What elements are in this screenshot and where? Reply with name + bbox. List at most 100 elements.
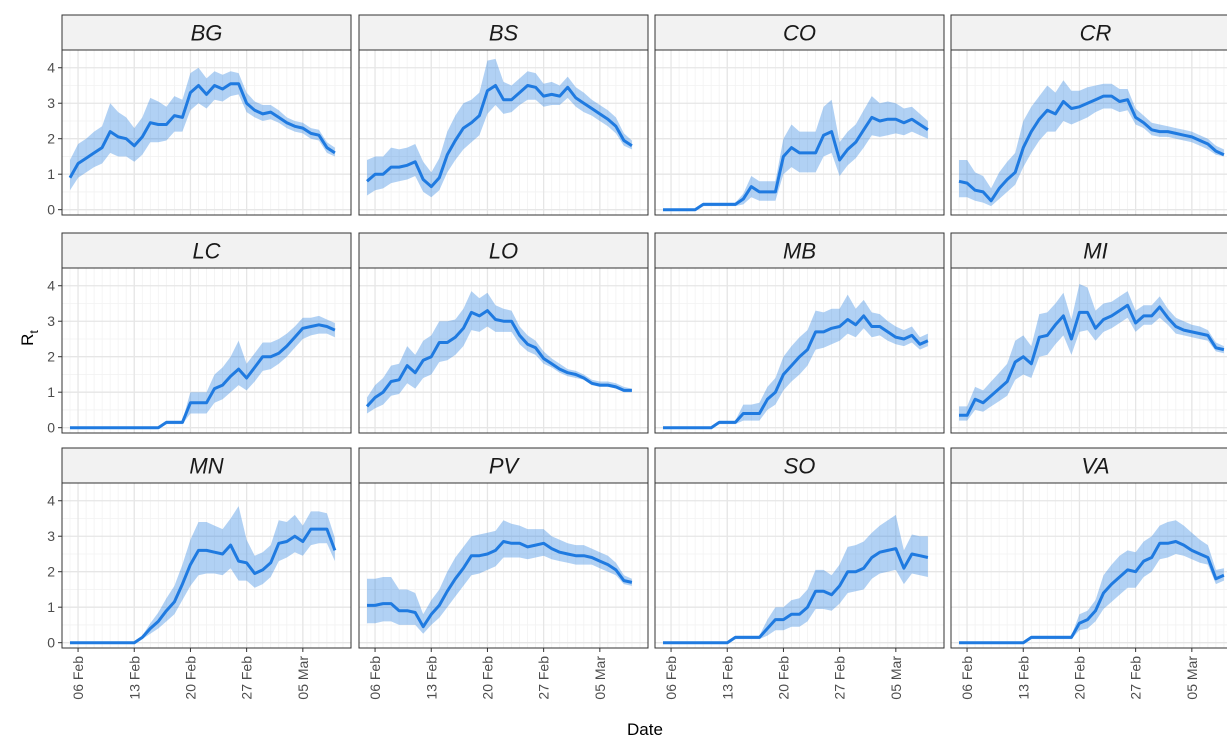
- panel-border: [61, 482, 352, 649]
- panel-border: [950, 267, 1227, 434]
- x-tick-label: 05 Mar: [1184, 656, 1200, 700]
- panel-so: SO 06 Feb 13 Feb 20 Feb 27 Feb 05 Mar: [654, 447, 945, 700]
- panel-bg: BG 0 1 2 3 4: [47, 14, 352, 218]
- series-group: [959, 520, 1225, 645]
- y-tick-label: 3: [47, 528, 55, 544]
- x-tick-label: 20 Feb: [775, 656, 791, 700]
- panel-mb: MB: [654, 232, 945, 434]
- credible-interval-band: [367, 291, 632, 414]
- panel-border: [61, 267, 352, 434]
- facet-label: CO: [783, 21, 816, 46]
- panel-border: [654, 49, 945, 216]
- y-tick-label: 2: [47, 131, 55, 147]
- plot-background: [951, 483, 1227, 648]
- facet-strip: [950, 447, 1227, 484]
- panel-border: [358, 482, 649, 649]
- facet-strip: [654, 232, 945, 269]
- x-tick-label: 06 Feb: [367, 656, 383, 700]
- panel-border: [950, 49, 1227, 216]
- y-tick-label: 3: [47, 313, 55, 329]
- series-group: [367, 520, 633, 634]
- y-tick-label: 4: [47, 278, 55, 294]
- y-axis-title: Rt: [18, 330, 41, 346]
- credible-interval-band: [959, 284, 1224, 421]
- y-tick-label: 1: [47, 384, 55, 400]
- facet-strip: [654, 14, 945, 51]
- panel-border: [358, 267, 649, 434]
- x-tick-label: 20 Feb: [182, 656, 198, 700]
- series-group: [959, 284, 1225, 421]
- series-group: [70, 315, 336, 430]
- panel-border: [358, 49, 649, 216]
- x-tick-label: 05 Mar: [888, 656, 904, 700]
- panel-co: CO: [654, 14, 945, 216]
- rt-mean-line: [365, 309, 632, 408]
- x-tick-label: 13 Feb: [126, 656, 142, 700]
- facet-label: VA: [1081, 454, 1109, 479]
- facet-label: MI: [1083, 239, 1107, 264]
- x-tick-label: 27 Feb: [832, 656, 848, 700]
- x-tick-label: 20 Feb: [1071, 656, 1087, 700]
- credible-interval-band: [959, 520, 1224, 643]
- y-axis-title-subscript: t: [27, 330, 41, 334]
- x-tick-label: 27 Feb: [239, 656, 255, 700]
- rt-mean-line: [959, 303, 1225, 417]
- panel-border: [654, 267, 945, 434]
- rt-mean-line: [958, 94, 1225, 203]
- x-tick-label: 06 Feb: [70, 656, 86, 700]
- series-group: [663, 96, 929, 212]
- y-axis-title-main: R: [18, 334, 37, 346]
- facet-label: CR: [1080, 21, 1112, 46]
- y-tick-label: 4: [47, 60, 55, 76]
- rt-mean-line: [663, 547, 929, 645]
- panel-bs: BS: [358, 14, 649, 216]
- credible-interval-band: [70, 67, 335, 191]
- facet-label: MB: [783, 239, 816, 264]
- facet-strip: [61, 14, 352, 51]
- series-group: [663, 294, 929, 430]
- facet-strip: [654, 447, 945, 484]
- panel-va: VA 06 Feb 13 Feb 20 Feb 27 Feb 05 Mar: [950, 447, 1227, 700]
- rt-mean-line: [366, 84, 633, 189]
- panel-lo: LO: [358, 232, 649, 434]
- x-tick-label: 13 Feb: [423, 656, 439, 700]
- x-tick-label: 20 Feb: [479, 656, 495, 700]
- panel-pv: PV 06 Feb 13 Feb 20 Feb 27 Feb 05 Mar: [358, 447, 649, 700]
- rt-mean-line: [959, 540, 1225, 645]
- credible-interval-band: [663, 96, 928, 210]
- series-group: [68, 67, 336, 191]
- y-tick-label: 0: [47, 420, 55, 436]
- rt-mean-line: [663, 115, 929, 212]
- plot-background: [951, 268, 1227, 433]
- x-tick-label: 06 Feb: [663, 656, 679, 700]
- credible-interval-band: [70, 315, 335, 428]
- y-tick-label: 2: [47, 349, 55, 365]
- x-tick-label: 27 Feb: [536, 656, 552, 700]
- credible-interval-band: [663, 514, 928, 643]
- facet-label: LC: [192, 239, 220, 264]
- rt-mean-line: [68, 82, 336, 179]
- rt-mean-line: [70, 323, 336, 430]
- y-tick-label: 0: [47, 635, 55, 651]
- x-tick-label: 13 Feb: [1015, 656, 1031, 700]
- panel-mn: MN 0 1 2 3 4 06 Feb 13 Feb 20 Feb 27 Feb 05 Mar: [47, 447, 352, 700]
- facet-label: LO: [489, 239, 518, 264]
- facet-label: BG: [191, 21, 223, 46]
- x-tick-label: 27 Feb: [1128, 656, 1144, 700]
- credible-interval-band: [367, 58, 632, 198]
- panel-cr: CR: [950, 14, 1227, 216]
- y-tick-label: 2: [47, 564, 55, 580]
- y-tick-label: 1: [47, 166, 55, 182]
- rt-mean-line: [367, 540, 633, 629]
- facet-strip: [950, 14, 1227, 51]
- x-tick-label: 05 Mar: [592, 656, 608, 700]
- credible-interval-band: [367, 520, 632, 634]
- panel-border: [654, 482, 945, 649]
- x-tick-label: 06 Feb: [959, 656, 975, 700]
- facet-label: PV: [489, 454, 521, 479]
- series-group: [70, 506, 337, 645]
- facet-label: SO: [784, 454, 816, 479]
- panel-mi: MI: [950, 232, 1227, 434]
